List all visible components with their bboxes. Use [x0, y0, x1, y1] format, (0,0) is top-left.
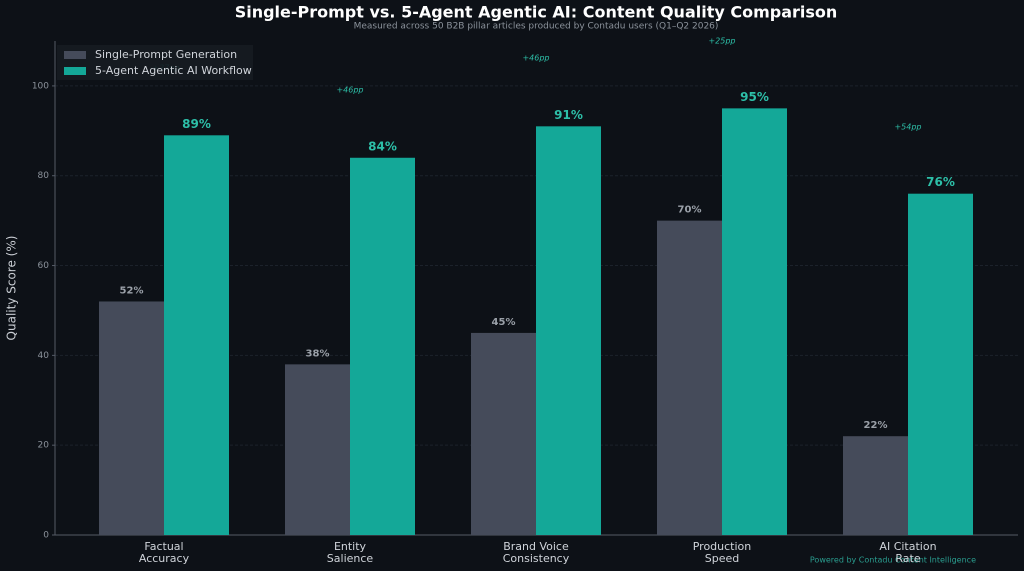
- annotation: +46pp: [336, 86, 363, 95]
- y-axis-label: Quality Score (%): [5, 236, 19, 341]
- legend-swatch: [64, 67, 86, 75]
- value-label: 52%: [120, 285, 144, 296]
- value-label: 45%: [492, 317, 516, 328]
- bar: [908, 193, 973, 535]
- value-label: 91%: [554, 108, 583, 122]
- bar: [536, 126, 601, 535]
- bar: [471, 332, 536, 535]
- value-label: 89%: [182, 117, 211, 131]
- value-label: 70%: [678, 205, 702, 216]
- chart-subtitle: Measured across 50 B2B pillar articles p…: [354, 22, 719, 32]
- x-tick-label: Factual Accuracy: [138, 540, 190, 565]
- y-tick-label: 60: [38, 261, 50, 271]
- legend-label: 5-Agent Agentic AI Workflow: [95, 64, 252, 77]
- chart-title: Single-Prompt vs. 5-Agent Agentic AI: Co…: [235, 3, 838, 22]
- value-label: 76%: [926, 175, 955, 189]
- bar: [285, 364, 350, 535]
- footer: Powered by Contadu Content Intelligence: [810, 556, 976, 565]
- x-tick-label: Production Speed: [692, 540, 752, 565]
- bar: [164, 135, 229, 536]
- y-tick-label: 80: [38, 171, 50, 181]
- bar: [843, 436, 908, 535]
- annotation: +25pp: [708, 37, 735, 46]
- x-tick-label: Brand Voice Consistency: [502, 540, 570, 565]
- bar: [99, 301, 164, 535]
- value-label: 95%: [740, 90, 769, 104]
- bar: [722, 108, 787, 535]
- y-tick-label: 20: [38, 441, 50, 451]
- value-label: 38%: [306, 348, 330, 359]
- annotation: +46pp: [522, 54, 549, 63]
- bar: [657, 220, 722, 536]
- x-tick-label: AI Citation Rate: [879, 540, 937, 565]
- y-tick-label: 100: [32, 81, 49, 91]
- value-label: 22%: [864, 420, 888, 431]
- legend-box: [57, 45, 253, 80]
- legend: Single-Prompt Generation 5-Agent Agentic …: [57, 45, 253, 80]
- x-tick-label: Entity Salience: [326, 540, 374, 565]
- value-label: 84%: [368, 139, 397, 153]
- legend-swatch: [64, 51, 86, 59]
- legend-label: Single-Prompt Generation: [95, 48, 237, 61]
- bar: [350, 157, 415, 535]
- y-tick-label: 40: [38, 351, 50, 361]
- annotation: +54pp: [894, 123, 921, 132]
- y-tick-label: 0: [43, 531, 49, 541]
